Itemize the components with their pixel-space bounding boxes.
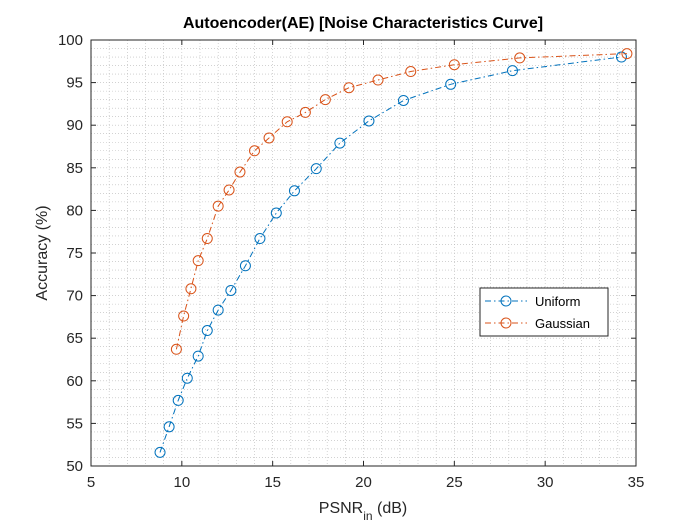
y-tick-label: 80 <box>66 202 83 219</box>
y-tick-label: 95 <box>66 75 83 92</box>
data-point-uniform <box>445 78 457 90</box>
y-tick-label: 65 <box>66 330 83 347</box>
y-tick-label: 85 <box>66 160 83 177</box>
grid <box>91 40 636 466</box>
legend-box <box>479 287 609 337</box>
legend-gaussian-label: Gaussian <box>535 316 590 331</box>
legend-uniform-marker <box>500 295 512 307</box>
data-point-gaussian <box>263 132 275 144</box>
data-point-uniform <box>334 137 346 149</box>
data-point-uniform <box>154 446 166 458</box>
x-axis-label: PSNRin (dB) <box>319 500 407 523</box>
data-point-uniform <box>310 163 322 175</box>
data-point-uniform <box>288 185 300 197</box>
chart-title: Autoencoder(AE) [Noise Characteristics C… <box>183 15 543 32</box>
x-tick-label: 15 <box>264 474 281 491</box>
x-tick-label: 35 <box>628 474 645 491</box>
data-point-gaussian <box>281 116 293 128</box>
series-gaussian <box>170 48 633 355</box>
data-point-gaussian <box>212 200 224 212</box>
data-point-uniform <box>254 233 266 245</box>
data-point-gaussian <box>514 52 526 64</box>
data-point-gaussian <box>343 82 355 94</box>
data-point-uniform <box>163 421 175 433</box>
data-point-uniform <box>212 304 224 316</box>
data-point-gaussian <box>234 166 246 178</box>
y-tick-label: 100 <box>58 32 83 49</box>
series-line-uniform <box>159 56 622 453</box>
y-tick-label: 55 <box>66 415 83 432</box>
data-point-gaussian <box>249 145 260 157</box>
series-uniform <box>154 51 627 458</box>
data-point-uniform <box>172 394 184 406</box>
y-tick-label: 70 <box>66 288 83 305</box>
y-tick-label: 90 <box>66 117 83 134</box>
x-tick-label: 5 <box>87 474 95 491</box>
axis-ticks: 5 10 15 20 25 30 35 50 55 60 65 70 75 80 85 90 95 100 <box>58 32 644 491</box>
y-tick-label: 60 <box>66 373 83 390</box>
legend-uniform-label: Uniform <box>535 294 581 309</box>
data-point-gaussian <box>201 233 213 245</box>
y-tick-label: 50 <box>66 458 83 475</box>
data-point-uniform <box>192 350 204 362</box>
data-point-uniform <box>225 284 237 296</box>
data-point-gaussian <box>621 48 633 60</box>
data-point-gaussian <box>185 283 197 295</box>
x-tick-label: 25 <box>446 474 463 491</box>
x-tick-label: 30 <box>537 474 554 491</box>
data-point-gaussian <box>223 184 235 196</box>
data-point-gaussian <box>405 66 417 78</box>
data-point-gaussian <box>448 59 460 71</box>
x-tick-label: 10 <box>173 474 190 491</box>
data-point-uniform <box>506 65 518 77</box>
legend: Uniform Gaussian <box>479 287 609 337</box>
data-point-gaussian <box>192 255 204 267</box>
data-point-uniform <box>239 260 251 272</box>
data-point-uniform <box>270 207 282 219</box>
data-point-uniform <box>363 115 375 127</box>
legend-gaussian-marker <box>500 317 512 329</box>
y-axis-label: Accuracy (%) <box>34 205 51 300</box>
series-group <box>154 48 633 458</box>
x-tick-label: 20 <box>355 474 372 491</box>
data-point-gaussian <box>299 106 311 118</box>
data-point-gaussian <box>372 74 384 86</box>
data-point-uniform <box>181 372 193 384</box>
series-line-gaussian <box>175 53 627 350</box>
data-point-gaussian <box>178 310 190 322</box>
data-point-uniform <box>201 325 213 337</box>
data-point-gaussian <box>170 343 182 355</box>
data-point-gaussian <box>319 94 331 106</box>
data-point-uniform <box>397 94 409 106</box>
data-point-uniform <box>615 51 627 63</box>
y-tick-label: 75 <box>66 245 83 262</box>
